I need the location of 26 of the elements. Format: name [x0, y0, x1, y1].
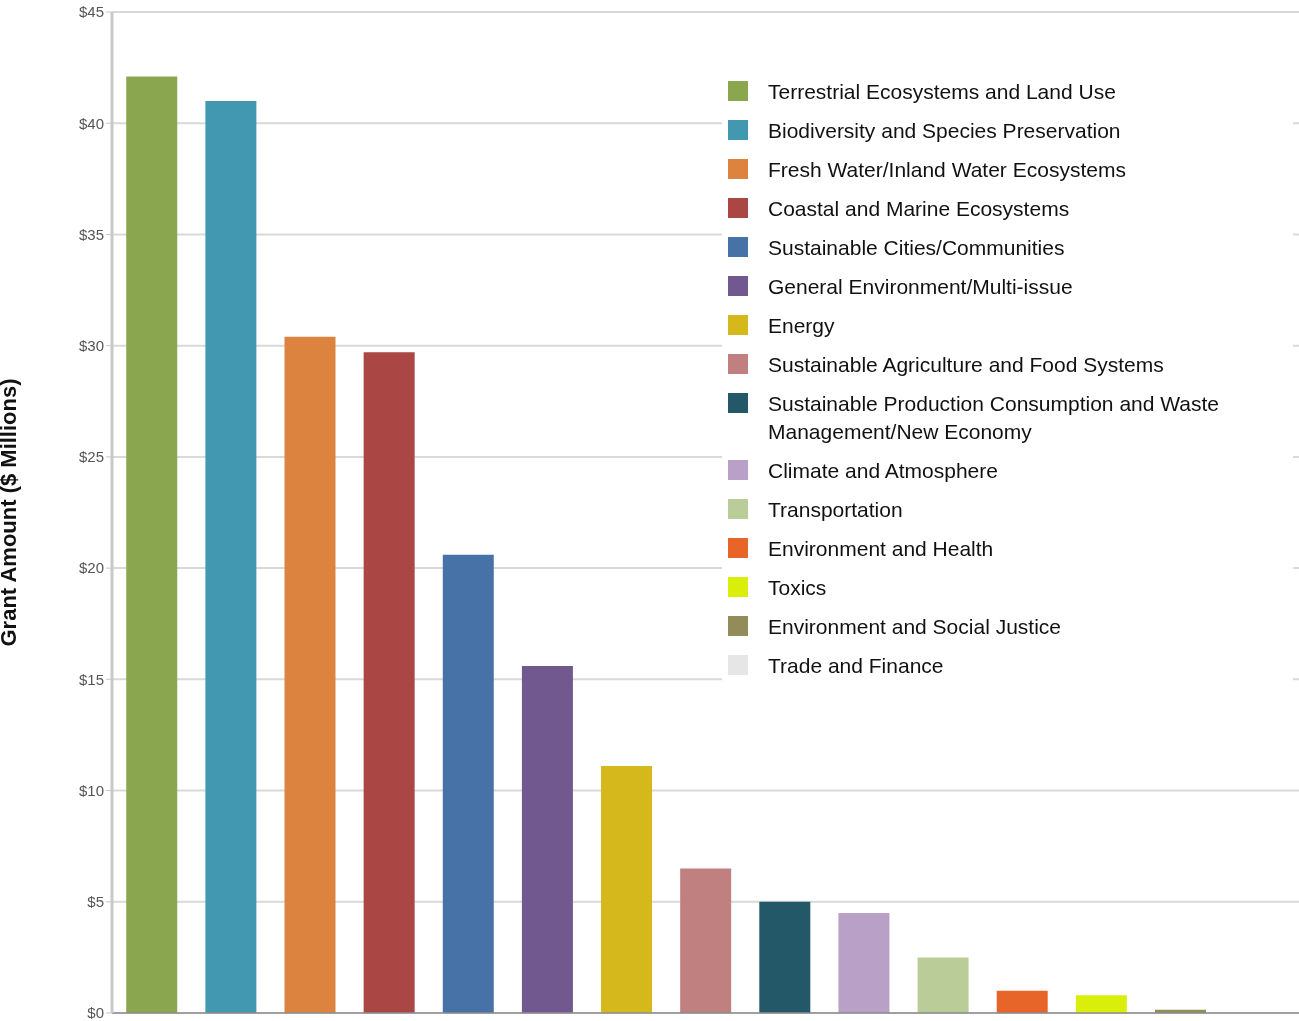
y-tick-label: $25: [78, 448, 104, 466]
y-axis-title: Grant Amount ($ Millions): [0, 378, 21, 647]
y-tick-label: $20: [78, 559, 104, 577]
legend-label: Terrestrial Ecosystems and Land Use: [768, 79, 1116, 105]
y-tick-label: $0: [87, 1004, 104, 1021]
legend-label: Sustainable Production Consumption and Waste Management/New Economy: [768, 391, 1220, 445]
legend-label: Biodiversity and Species Preservation: [768, 118, 1121, 144]
y-tick-label: $45: [78, 3, 104, 21]
y-tick-label: $40: [78, 114, 104, 132]
legend-label: Toxics: [768, 575, 827, 601]
legend-label: Sustainable Cities/Communities: [768, 235, 1065, 261]
y-tick-label: $35: [78, 225, 104, 243]
y-tick-label: $30: [78, 336, 104, 354]
legend-label: General Environment/Multi-issue: [768, 274, 1073, 300]
legend-label: Environment and Health: [768, 536, 994, 562]
y-tick-label: $10: [78, 781, 104, 799]
legend-label: Trade and Finance: [768, 653, 944, 679]
legend-label: Fresh Water/Inland Water Ecosystems: [768, 157, 1126, 183]
legend-label: Energy: [768, 313, 835, 339]
legend-label: Climate and Atmosphere: [768, 458, 998, 484]
legend-label: Environment and Social Justice: [768, 614, 1061, 640]
legend-label: Sustainable Agriculture and Food Systems: [768, 352, 1164, 378]
y-tick-label: $15: [78, 670, 104, 688]
legend-label: Coastal and Marine Ecosystems: [768, 196, 1070, 222]
legend-label: Transportation: [768, 497, 903, 523]
y-tick-label: $5: [87, 893, 104, 911]
